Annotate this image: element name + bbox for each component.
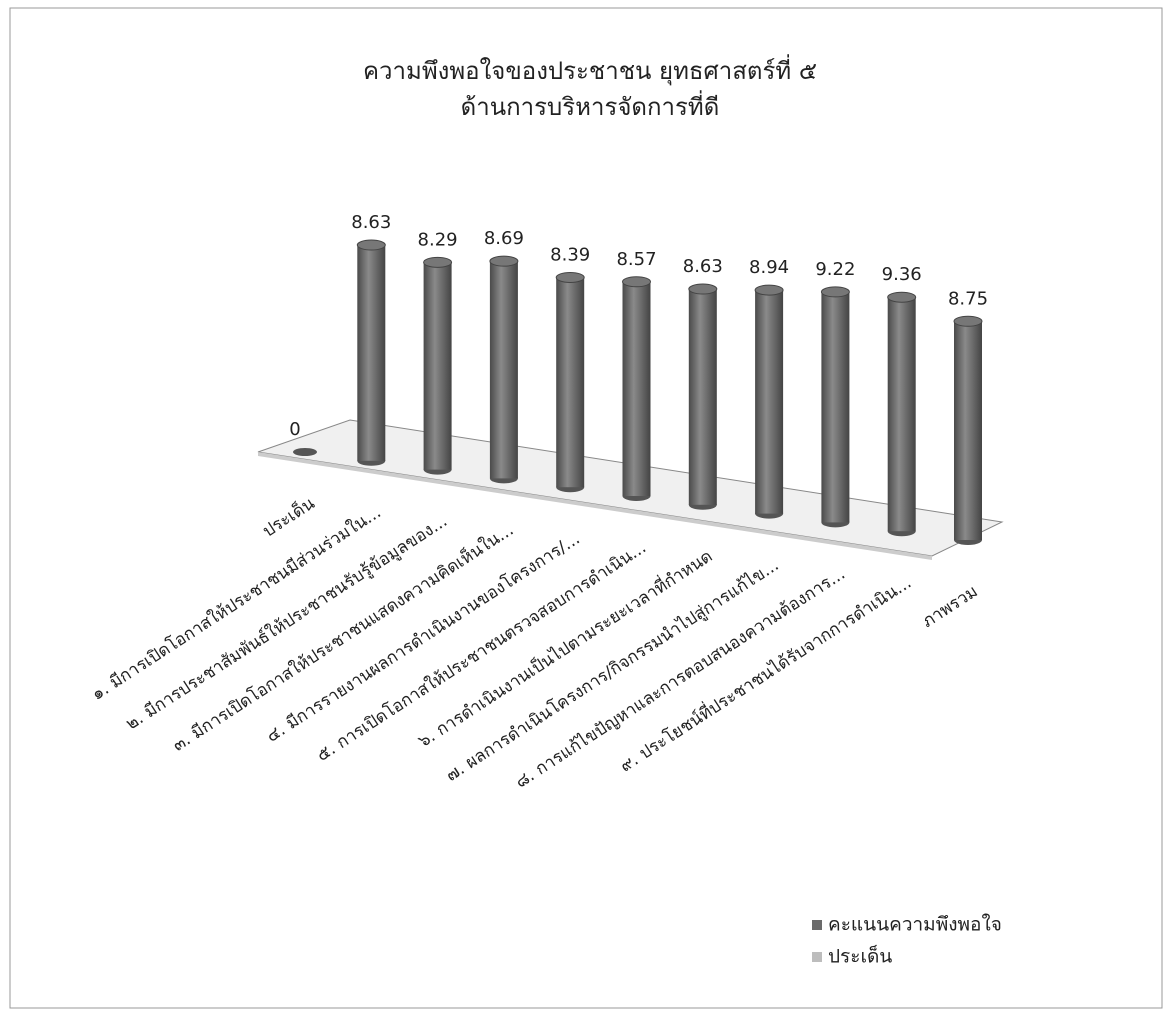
legend-label: คะแนนความพึงพอใจ (828, 914, 1002, 936)
bar (489, 255, 519, 484)
legend-label: ประเด็น (828, 944, 892, 968)
floor-edge (258, 452, 932, 560)
bar-top (887, 291, 917, 303)
chart-title: ด้านการบริหารจัดการที่ดี (461, 90, 720, 121)
data-label: 8.29 (418, 229, 458, 250)
bar (887, 291, 917, 537)
data-label: 9.22 (815, 259, 855, 280)
bar (356, 239, 386, 466)
bar-top (953, 315, 983, 327)
data-label: 8.94 (749, 257, 789, 278)
bar-top (555, 271, 585, 283)
bar-body (423, 262, 452, 470)
bar-body (954, 321, 982, 540)
bar-top (820, 286, 850, 298)
bar (423, 256, 453, 475)
legend-swatch (812, 920, 822, 930)
bar-body (489, 261, 518, 479)
bar-top (688, 283, 718, 295)
bar-top (356, 239, 386, 251)
bar (820, 286, 850, 528)
bar-body (887, 297, 916, 532)
data-label: 8.63 (351, 212, 391, 233)
bar-top (622, 276, 651, 288)
bar-body (357, 245, 386, 461)
data-label: 8.69 (484, 228, 524, 249)
bar-top (293, 448, 317, 456)
bar-body (622, 281, 651, 496)
data-label: 0 (289, 419, 300, 440)
data-label: 8.75 (948, 288, 988, 309)
bar (555, 271, 585, 493)
bar-body (821, 291, 850, 523)
bar (688, 283, 718, 510)
bar-body (755, 290, 784, 514)
data-label: 8.39 (550, 244, 590, 265)
bar-top (489, 255, 519, 267)
bar-top (754, 284, 784, 296)
frame (9, 7, 1163, 1009)
bar-body (556, 277, 585, 488)
bar (293, 448, 317, 456)
bar (622, 276, 651, 501)
legend-swatch (812, 952, 822, 962)
bar-top (423, 256, 453, 268)
bar (754, 284, 784, 519)
data-label: 8.63 (683, 256, 723, 277)
chart-title: ความพึงพอใจของประชาชน ยุทธศาสตร์ที่ ๕ (363, 54, 817, 86)
data-label: 8.57 (616, 249, 656, 270)
bar-body (688, 289, 717, 505)
data-label: 9.36 (882, 264, 922, 285)
bar (953, 315, 983, 545)
